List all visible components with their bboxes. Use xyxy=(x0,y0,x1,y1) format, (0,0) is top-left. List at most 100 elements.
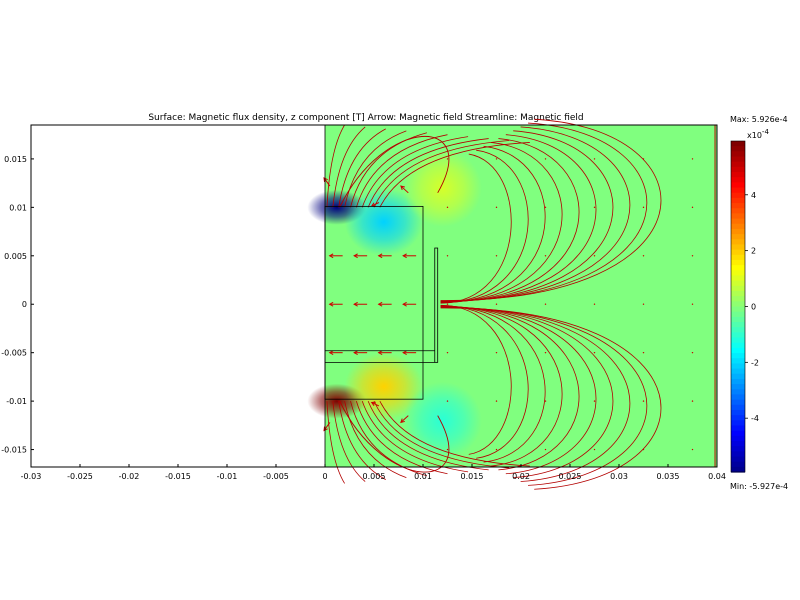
field-arrow-head xyxy=(323,177,328,182)
field-arrow xyxy=(400,415,409,424)
field-arrow-dot xyxy=(446,206,449,209)
streamline xyxy=(326,124,345,208)
x-tick-label: 0.005 xyxy=(363,472,386,481)
colorbar-band xyxy=(731,203,745,209)
field-arrow-head xyxy=(400,185,405,191)
field-arrow-dot xyxy=(544,303,547,305)
field-arrow-dot xyxy=(642,351,645,354)
field-arrow-dot xyxy=(495,351,498,354)
field-arrow-dot xyxy=(544,351,547,354)
colorbar-band xyxy=(731,446,745,452)
surface-plot-area xyxy=(307,125,717,467)
streamline xyxy=(373,140,510,208)
streamline xyxy=(440,142,563,467)
x-tick-label: -0.005 xyxy=(263,472,289,481)
colorbar-band xyxy=(731,280,745,287)
x-tick-label: 0 xyxy=(322,472,327,481)
colorbar-band xyxy=(731,358,745,364)
colorbar-tick-label: -2 xyxy=(751,358,759,367)
colorbar-band xyxy=(731,182,745,189)
streamline xyxy=(326,401,345,484)
streamline xyxy=(440,153,512,455)
field-arrow xyxy=(370,401,380,407)
plot-title: Surface: Magnetic flux density, z compon… xyxy=(148,113,583,123)
colorbar-max-label: Max: 5.926e-4 xyxy=(730,115,788,124)
colorbar-band xyxy=(731,342,745,349)
field-arrow-head xyxy=(370,401,376,406)
colorbar-band xyxy=(731,270,745,277)
colorbar-tick-label: 0 xyxy=(751,302,756,311)
colorbar-band xyxy=(731,234,745,240)
colorbar-band xyxy=(731,440,745,447)
x-tick-label: -0.025 xyxy=(67,472,93,481)
coil-outline xyxy=(434,247,439,363)
colorbar-min-label: Min: -5.927e-4 xyxy=(730,482,788,491)
colorbar-tick-label: 2 xyxy=(751,247,756,256)
field-arrow xyxy=(328,301,343,307)
field-arrow-head xyxy=(353,301,358,307)
streamline xyxy=(332,401,366,482)
streamline xyxy=(339,136,450,208)
colorbar-band xyxy=(731,415,745,421)
field-arrow xyxy=(328,350,343,356)
field-arrow-dot xyxy=(642,303,645,305)
colorbar-band xyxy=(731,275,745,282)
field-arrow-dot xyxy=(593,206,596,209)
field-arrow-dot xyxy=(691,303,694,305)
colorbar-band xyxy=(731,378,745,385)
field-arrow-dot xyxy=(593,351,596,354)
colorbar-band xyxy=(731,166,745,173)
field-arrow xyxy=(377,350,392,356)
colorbar-band xyxy=(731,466,745,473)
field-arrow xyxy=(377,253,392,259)
x-tick-label: -0.03 xyxy=(21,472,42,481)
streamline xyxy=(361,136,469,208)
streamline xyxy=(440,134,597,475)
colorbar-band xyxy=(731,451,745,458)
colorbar-band xyxy=(731,316,745,323)
colorbar-band xyxy=(731,461,745,468)
field-arrow-dot xyxy=(446,255,449,257)
colorbar-band xyxy=(731,373,745,380)
field-arrow-shaft xyxy=(400,185,409,194)
surface-hotspot xyxy=(344,187,423,256)
field-arrow-dot xyxy=(593,400,596,402)
field-arrow-head xyxy=(377,301,383,307)
streamline xyxy=(339,400,450,473)
x-tick-label: 0.04 xyxy=(708,472,726,481)
streamline xyxy=(338,401,386,480)
field-arrow-dot xyxy=(642,448,645,451)
field-arrow-dot xyxy=(593,448,596,451)
field-arrow-dot xyxy=(691,158,694,160)
field-arrow-dot xyxy=(593,158,596,160)
x-tick-label: 0.015 xyxy=(461,472,484,481)
y-tick-label: 0.005 xyxy=(4,252,27,261)
x-tick-label: -0.01 xyxy=(217,472,238,481)
y-tick-label: -0.015 xyxy=(1,446,27,455)
colorbar-band xyxy=(731,172,745,178)
streamline xyxy=(440,130,614,479)
field-arrow-dot xyxy=(495,448,498,451)
streamline xyxy=(332,126,366,208)
field-arrow xyxy=(402,301,417,307)
streamline xyxy=(440,145,546,463)
streamline xyxy=(379,400,530,467)
x-tick-label: -0.02 xyxy=(119,472,140,481)
colorbar-band xyxy=(731,146,745,152)
field-arrow-head xyxy=(353,350,358,356)
streamline xyxy=(350,401,428,477)
colorbar-band xyxy=(731,353,745,359)
colorbar-band xyxy=(731,208,745,215)
y-axis-ticks: 0.015 0.01 0.005 0 -0.005 -0.01 -0.015 xyxy=(1,155,34,455)
x-tick-label: 0.01 xyxy=(414,472,432,481)
streamline xyxy=(344,401,407,479)
colorbar-band xyxy=(731,430,745,437)
field-arrow-head xyxy=(400,418,405,424)
colorbar-band xyxy=(731,347,745,354)
field-arrow-head xyxy=(377,350,383,356)
colorbar: Max: 5.926e-4 x10-4 4 2 0 -2 -4 Min: -5.927e… xyxy=(730,115,788,491)
colorbar-band xyxy=(731,197,745,204)
colorbar-band xyxy=(731,213,745,220)
field-arrow-dot xyxy=(446,158,449,160)
streamline xyxy=(361,400,469,473)
